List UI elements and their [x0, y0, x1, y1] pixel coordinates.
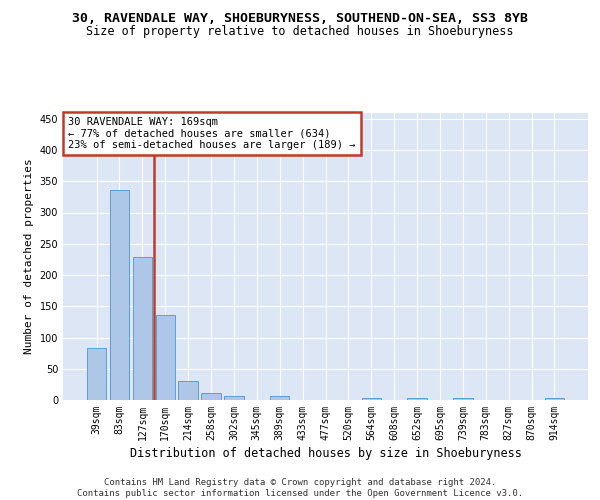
- Bar: [545, 398, 564, 400]
- Bar: [133, 257, 152, 400]
- Bar: [224, 396, 244, 400]
- Bar: [202, 393, 221, 400]
- Text: 30 RAVENDALE WAY: 169sqm
← 77% of detached houses are smaller (634)
23% of semi-: 30 RAVENDALE WAY: 169sqm ← 77% of detach…: [68, 117, 356, 150]
- Bar: [270, 396, 289, 400]
- Bar: [155, 315, 175, 400]
- Text: 30, RAVENDALE WAY, SHOEBURYNESS, SOUTHEND-ON-SEA, SS3 8YB: 30, RAVENDALE WAY, SHOEBURYNESS, SOUTHEN…: [72, 12, 528, 26]
- Bar: [362, 398, 381, 400]
- X-axis label: Distribution of detached houses by size in Shoeburyness: Distribution of detached houses by size …: [130, 447, 521, 460]
- Text: Contains HM Land Registry data © Crown copyright and database right 2024.
Contai: Contains HM Land Registry data © Crown c…: [77, 478, 523, 498]
- Bar: [178, 381, 198, 400]
- Text: Size of property relative to detached houses in Shoeburyness: Size of property relative to detached ho…: [86, 25, 514, 38]
- Y-axis label: Number of detached properties: Number of detached properties: [24, 158, 34, 354]
- Bar: [87, 348, 106, 400]
- Bar: [110, 190, 129, 400]
- Bar: [407, 398, 427, 400]
- Bar: [453, 398, 473, 400]
